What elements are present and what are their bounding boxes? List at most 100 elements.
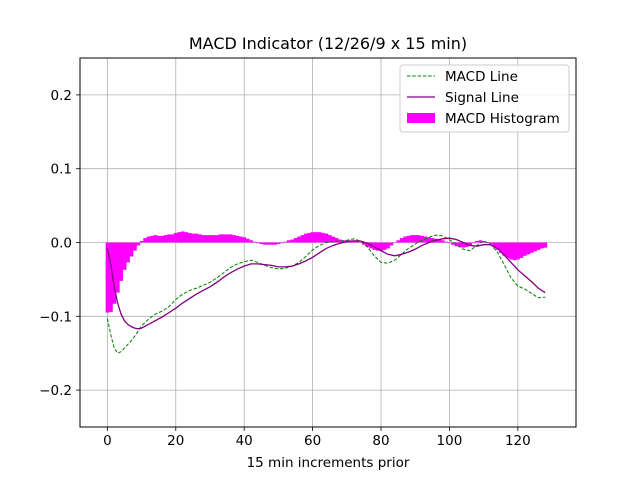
histogram-bar — [215, 235, 219, 243]
histogram-bar — [266, 242, 271, 245]
histogram-bar — [153, 235, 158, 243]
legend: MACD Line Signal Line MACD Histogram — [399, 64, 570, 133]
histogram-bar — [519, 242, 524, 258]
histogram-bar — [447, 242, 452, 244]
histogram-bar — [338, 239, 342, 243]
histogram-bar — [143, 238, 148, 243]
series-lines — [106, 234, 546, 354]
histogram-bar — [420, 235, 425, 243]
histogram-bar — [533, 242, 537, 252]
histogram-bar — [307, 232, 312, 243]
histogram-bar — [543, 242, 548, 248]
histogram-bar — [488, 242, 493, 244]
histogram-bar — [300, 235, 305, 243]
histogram-bar — [133, 242, 137, 251]
histogram-bar — [177, 232, 182, 243]
histogram-bar — [324, 233, 329, 243]
signal-line — [106, 237, 546, 330]
y-tick-label: 0.1 — [51, 162, 72, 178]
histogram-bar — [522, 242, 527, 256]
histogram-bar — [314, 232, 319, 243]
histogram-bar — [502, 242, 507, 256]
histogram-bar — [475, 241, 479, 243]
histogram-bar — [174, 232, 178, 243]
x-tick-label: 100 — [437, 433, 463, 449]
histogram-bar — [194, 233, 199, 243]
histogram-bar — [310, 232, 315, 243]
histogram-bar — [516, 242, 520, 260]
x-tick-label: 0 — [103, 433, 112, 449]
x-axis-ticks: 0 20 40 60 80 100 120 — [103, 427, 531, 449]
y-tick-label: −0.2 — [39, 383, 72, 399]
histogram-bar — [505, 242, 510, 258]
histogram-bar — [122, 242, 127, 270]
histogram-bar — [187, 232, 192, 243]
histogram-bar — [328, 235, 332, 243]
histogram-bar — [119, 242, 124, 281]
histogram-bar — [529, 242, 534, 253]
histogram-bar — [293, 238, 298, 243]
histogram-bar — [471, 242, 476, 244]
histogram-bar — [139, 241, 144, 243]
histogram-bar — [218, 234, 223, 243]
x-tick-label: 20 — [167, 433, 184, 449]
x-tick-label: 80 — [372, 433, 389, 449]
histogram-bar — [191, 233, 195, 243]
histogram-bar — [211, 235, 216, 243]
histogram-bar — [454, 242, 459, 247]
histogram-bar — [109, 242, 113, 312]
histogram-bar — [225, 234, 230, 243]
legend-label-histogram: MACD Histogram — [445, 111, 560, 127]
histogram-bar — [201, 235, 206, 243]
histogram-bar — [252, 241, 257, 243]
legend-box — [399, 64, 570, 133]
histogram-bar — [290, 239, 295, 243]
histogram-bar — [259, 242, 264, 244]
histogram-bar — [430, 238, 435, 243]
histogram-bar — [410, 235, 414, 243]
x-axis-label: 15 min increments prior — [247, 455, 410, 471]
histogram-bar — [461, 242, 466, 248]
histogram-bar — [167, 234, 171, 243]
x-tick-label: 40 — [236, 433, 253, 449]
histogram-bar — [379, 242, 384, 251]
histogram-bar — [245, 238, 250, 243]
y-axis-ticks: −0.2 −0.1 0.0 0.1 0.2 — [39, 88, 80, 399]
histogram-bar — [115, 242, 120, 293]
histogram-bar — [526, 242, 531, 255]
y-tick-label: −0.1 — [39, 309, 72, 325]
histogram-bar — [509, 242, 514, 260]
histogram-bar — [249, 240, 254, 243]
histogram-bar — [180, 231, 185, 243]
histogram-bar — [451, 242, 455, 245]
histogram-bar — [129, 242, 134, 257]
chart-title: MACD Indicator (12/26/9 x 15 min) — [189, 34, 467, 53]
histogram-bar — [232, 235, 236, 243]
histogram-bar — [198, 234, 202, 243]
macd-line — [106, 234, 546, 354]
legend-label-macd: MACD Line — [445, 69, 518, 85]
histogram-bar — [156, 235, 161, 243]
histogram-bar — [184, 232, 189, 243]
histogram-bar — [297, 236, 301, 243]
histogram-bar — [468, 242, 472, 246]
histogram-bar — [478, 240, 483, 243]
x-tick-label: 120 — [505, 433, 531, 449]
histogram-bar — [160, 235, 165, 243]
histogram-bar — [365, 242, 370, 247]
histogram-bar — [382, 242, 387, 250]
histogram-bar — [413, 235, 418, 243]
y-tick-label: 0.0 — [51, 236, 72, 252]
x-tick-label: 60 — [304, 433, 321, 449]
legend-swatch-histogram — [407, 113, 435, 123]
histogram-bar — [416, 235, 421, 243]
histogram-bar — [146, 236, 151, 243]
histogram-bar — [204, 235, 209, 243]
y-tick-label: 0.2 — [51, 88, 72, 104]
histogram-bar — [269, 242, 274, 245]
histogram-bar — [423, 236, 428, 243]
histogram-bar — [150, 235, 154, 243]
histogram-bar — [457, 242, 462, 247]
histogram-bar — [112, 242, 117, 304]
